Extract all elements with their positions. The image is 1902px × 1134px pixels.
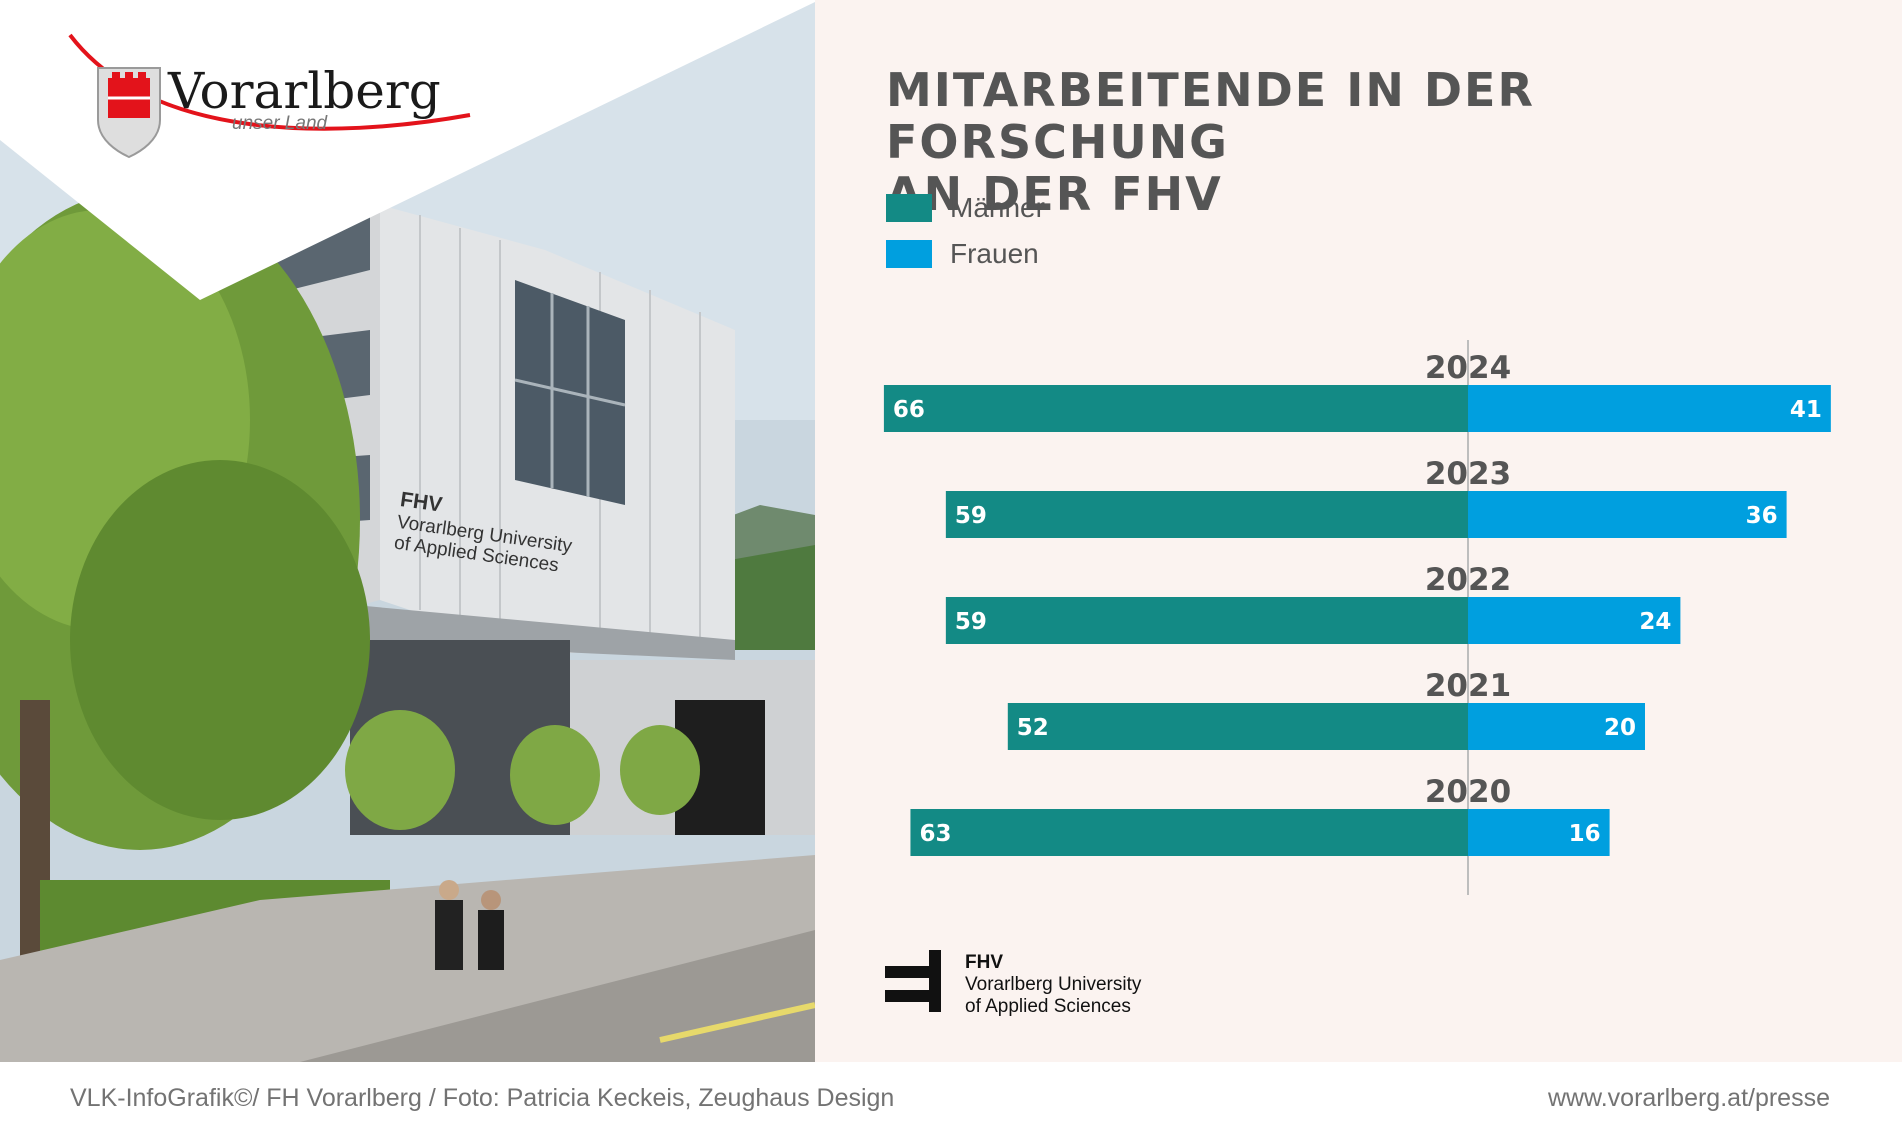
vorarlberg-tagline: unser Land xyxy=(232,113,328,134)
bar-frauen xyxy=(1468,597,1681,644)
year-label: 2023 xyxy=(1425,456,1511,492)
data-label-frauen: 36 xyxy=(1746,503,1778,529)
data-label-maenner: 59 xyxy=(955,503,987,529)
legend-swatch-maenner xyxy=(886,194,932,222)
vorarlberg-logo: Vorarlberg unser Land xyxy=(0,0,480,174)
data-label-maenner: 66 xyxy=(893,397,925,423)
bar-maenner xyxy=(910,809,1468,856)
fhv-logo-line2: Vorarlberg University xyxy=(965,974,1142,995)
bar-frauen xyxy=(1468,703,1645,750)
data-label-frauen: 24 xyxy=(1639,609,1671,635)
chart-title-line2: AN DER FHV xyxy=(886,167,1223,221)
data-label-maenner: 63 xyxy=(919,821,951,847)
bar-frauen xyxy=(1468,385,1831,432)
fhv-logo-icon xyxy=(885,950,941,1012)
year-label: 2022 xyxy=(1425,562,1511,598)
data-label-frauen: 20 xyxy=(1604,715,1636,741)
legend-swatch-frauen xyxy=(886,240,932,268)
legend-item-maenner: Männer xyxy=(886,185,1045,231)
bar-maenner xyxy=(883,385,1468,432)
building-photo: FHV Vorarlberg University of Applied Sci… xyxy=(0,0,815,1062)
fhv-logo xyxy=(885,950,947,1016)
year-label: 2020 xyxy=(1425,774,1511,810)
year-label: 2021 xyxy=(1425,668,1511,704)
footer-url: www.vorarlberg.at/presse xyxy=(1547,1084,1830,1112)
data-label-maenner: 52 xyxy=(1017,715,1049,741)
footer-credit: VLK-InfoGrafik©/ FH Vorarlberg / Foto: P… xyxy=(70,1084,895,1112)
fhv-logo-text: FHV Vorarlberg University of Applied Sci… xyxy=(965,952,1141,1018)
legend-label-maenner: Männer xyxy=(950,192,1045,223)
data-label-maenner: 59 xyxy=(955,609,987,635)
chart-title: MITARBEITENDE IN DER FORSCHUNG AN DER FH… xyxy=(886,64,1836,220)
legend-item-frauen: Frauen xyxy=(886,231,1045,277)
vorarlberg-wordmark: Vorarlberg xyxy=(168,62,441,120)
chart-title-line1: MITARBEITENDE IN DER FORSCHUNG xyxy=(886,63,1535,169)
vorarlberg-shield-icon xyxy=(68,33,471,159)
bar-frauen xyxy=(1468,809,1610,856)
bar-frauen xyxy=(1468,491,1787,538)
chart-legend: Männer Frauen xyxy=(886,185,1045,277)
year-label: 2024 xyxy=(1425,350,1511,386)
building-photo-illustration xyxy=(0,0,815,1062)
bar-maenner xyxy=(945,491,1468,538)
legend-label-frauen: Frauen xyxy=(950,238,1039,269)
data-label-frauen: 16 xyxy=(1569,821,1601,847)
bar-maenner xyxy=(1007,703,1468,750)
fhv-logo-line1: FHV xyxy=(965,952,1003,973)
data-label-frauen: 41 xyxy=(1790,397,1822,423)
bar-maenner xyxy=(945,597,1468,644)
footer: VLK-InfoGrafik©/ FH Vorarlberg / Foto: P… xyxy=(0,1062,1902,1134)
fhv-logo-line3: of Applied Sciences xyxy=(965,996,1131,1017)
